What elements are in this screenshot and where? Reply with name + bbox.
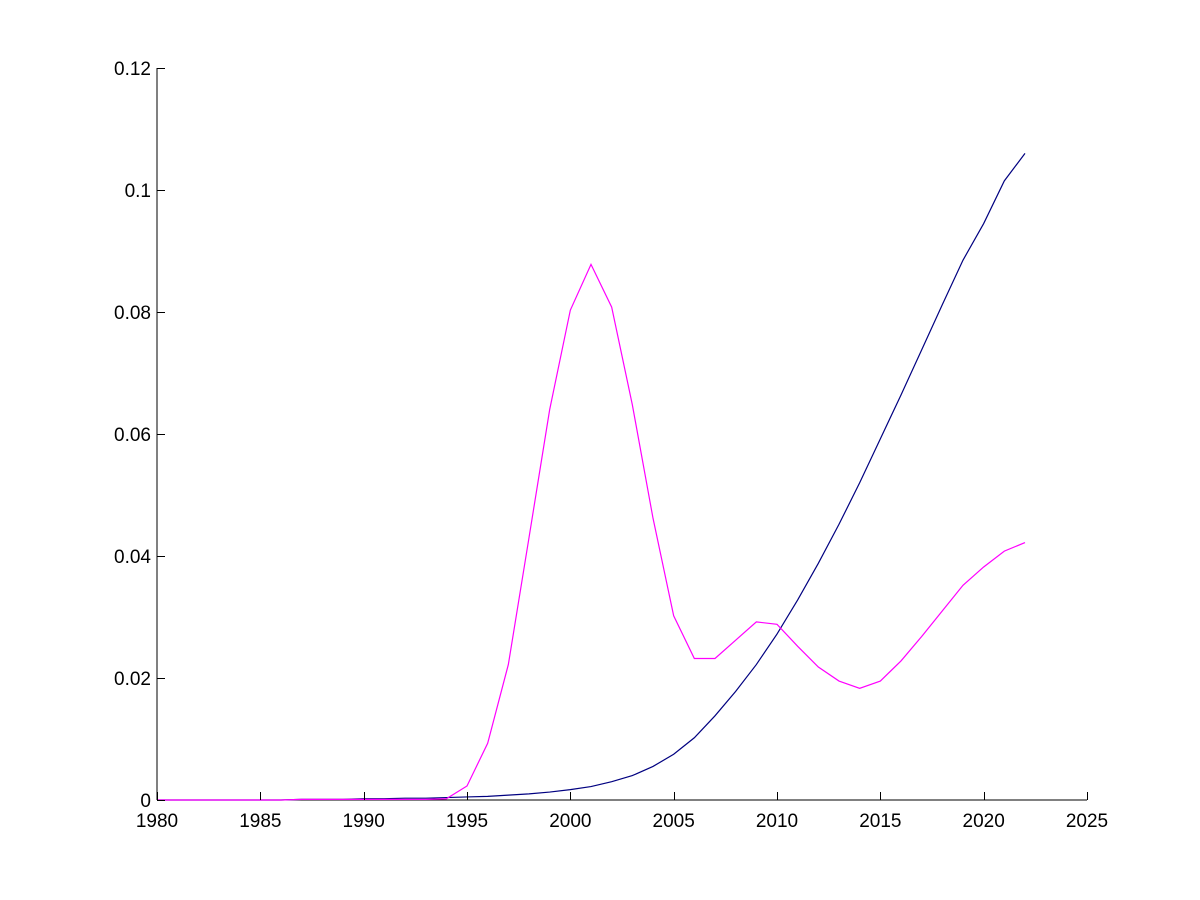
- x-tick-label: 1985: [239, 811, 281, 832]
- chart-series: [157, 153, 1026, 801]
- x-axis-ticks: 1980 1985 1990 1995 2000 2005 2010 2015 2020 2025: [136, 792, 1108, 832]
- x-tick-label: 1980: [136, 811, 178, 832]
- y-tick-label: 0.08: [114, 303, 151, 324]
- y-tick-label: 0.1: [125, 181, 151, 202]
- y-tick-label: 0: [140, 791, 151, 812]
- y-tick-label: 0.02: [114, 669, 151, 690]
- y-tick-label: 0.06: [114, 425, 151, 446]
- x-tick-label: 2000: [549, 811, 591, 832]
- x-tick-label: 2005: [653, 811, 695, 832]
- x-tick-label: 1990: [343, 811, 385, 832]
- y-tick-label: 0.04: [114, 547, 151, 568]
- x-tick-label: 2010: [756, 811, 798, 832]
- y-axis-ticks: 0 0.02 0.04 0.06 0.08 0.1 0.12: [114, 59, 165, 812]
- chart-axes: [156, 68, 1087, 801]
- y-tick-label: 0.12: [114, 59, 151, 80]
- x-tick-label: 2025: [1066, 811, 1108, 832]
- x-tick-label: 2015: [859, 811, 901, 832]
- series-line-1: [157, 153, 1026, 801]
- x-tick-label: 1995: [446, 811, 488, 832]
- x-tick-label: 2020: [963, 811, 1005, 832]
- series-line-2: [157, 263, 1026, 801]
